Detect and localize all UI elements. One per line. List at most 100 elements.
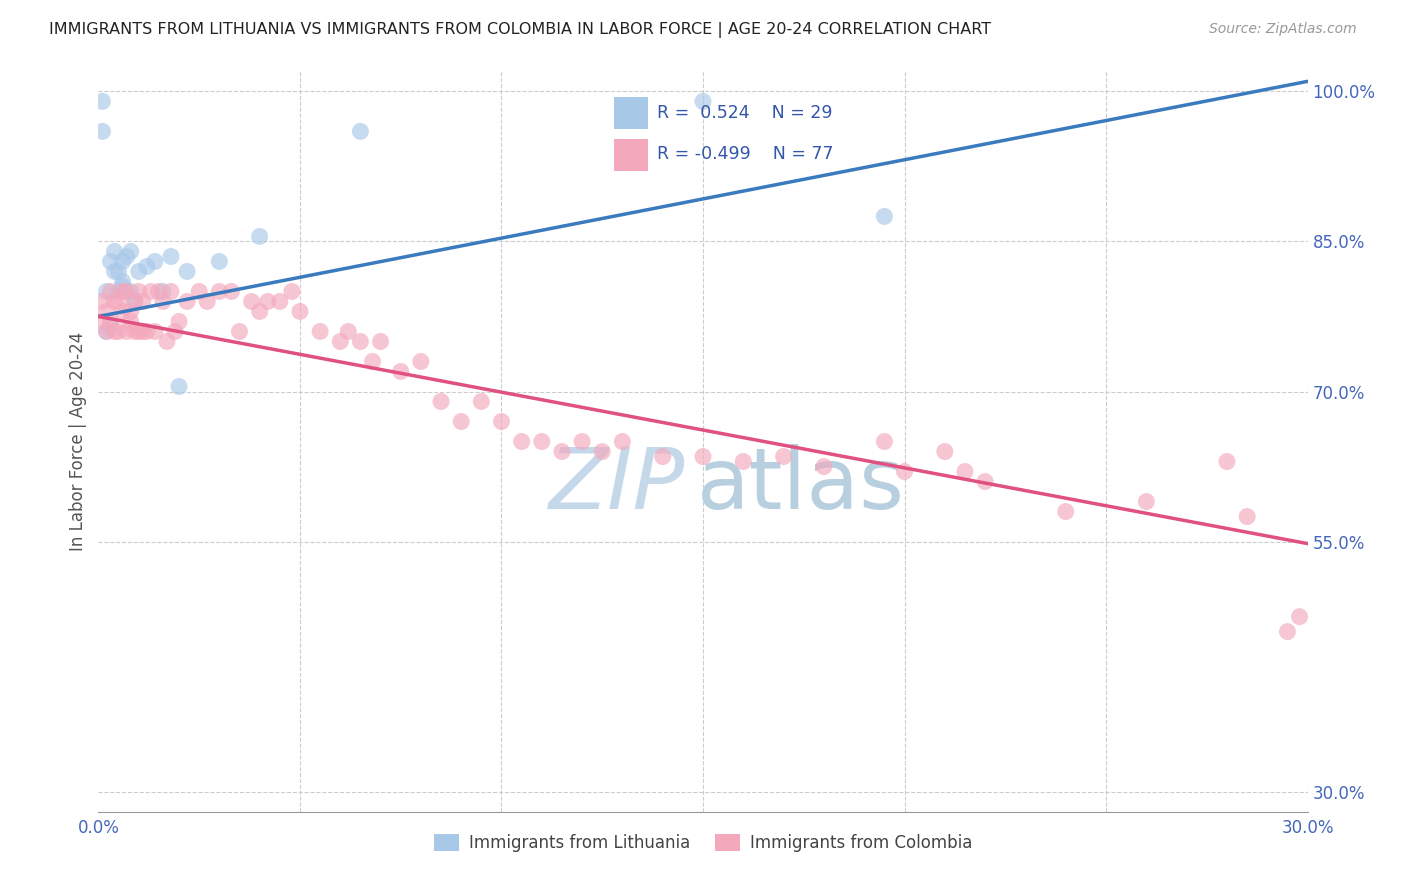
Point <box>692 95 714 109</box>
Point <box>208 285 231 299</box>
Point <box>167 314 190 328</box>
Point <box>1054 505 1077 519</box>
Point <box>111 304 134 318</box>
Point <box>1135 494 1157 508</box>
Point <box>103 325 125 339</box>
Point <box>281 285 304 299</box>
Point <box>128 325 150 339</box>
Point <box>389 364 412 378</box>
Legend: Immigrants from Lithuania, Immigrants from Colombia: Immigrants from Lithuania, Immigrants fr… <box>427 828 979 859</box>
Point <box>100 319 122 334</box>
Point <box>491 415 513 429</box>
Point <box>143 254 166 268</box>
Point <box>1277 624 1299 639</box>
Text: R = -0.499    N = 77: R = -0.499 N = 77 <box>657 145 834 163</box>
Point <box>124 294 146 309</box>
Point <box>132 294 155 309</box>
Point <box>873 210 896 224</box>
Point <box>571 434 593 449</box>
Point <box>148 285 170 299</box>
Point <box>228 325 250 339</box>
Point <box>120 304 142 318</box>
Point <box>1288 609 1310 624</box>
Point <box>143 325 166 339</box>
Point <box>176 294 198 309</box>
Point <box>96 325 118 339</box>
Point <box>107 294 129 309</box>
Point <box>240 294 263 309</box>
Point <box>100 314 122 328</box>
Point <box>139 285 162 299</box>
Point <box>772 450 794 464</box>
Point <box>612 434 634 449</box>
Point <box>974 475 997 489</box>
Point <box>120 285 142 299</box>
Point <box>111 275 134 289</box>
Point <box>156 334 179 349</box>
Point <box>124 325 146 339</box>
Point <box>1236 509 1258 524</box>
Point <box>551 444 574 458</box>
Point <box>91 124 114 138</box>
Point <box>430 394 453 409</box>
Point <box>249 304 271 318</box>
Point <box>135 260 157 274</box>
Point <box>96 325 118 339</box>
Point <box>103 294 125 309</box>
Point <box>124 294 146 309</box>
Point <box>256 294 278 309</box>
FancyBboxPatch shape <box>614 139 648 171</box>
Point <box>329 334 352 349</box>
Point <box>208 254 231 268</box>
Point <box>96 304 118 318</box>
Point <box>269 294 291 309</box>
Point <box>163 325 186 339</box>
Point <box>733 454 755 468</box>
Point <box>309 325 332 339</box>
Text: atlas: atlas <box>697 444 905 527</box>
Point <box>115 325 138 339</box>
Text: R =  0.524    N = 29: R = 0.524 N = 29 <box>657 104 832 122</box>
FancyBboxPatch shape <box>614 97 648 129</box>
Point <box>349 334 371 349</box>
Point <box>361 354 384 368</box>
Point <box>249 229 271 244</box>
Point <box>100 285 122 299</box>
Point <box>692 450 714 464</box>
Point <box>152 294 174 309</box>
Point <box>115 285 138 299</box>
Point <box>221 285 243 299</box>
Point <box>160 285 183 299</box>
Point <box>349 124 371 138</box>
Point <box>91 95 114 109</box>
Point <box>103 244 125 259</box>
Point <box>111 279 134 293</box>
Point <box>111 254 134 268</box>
Point <box>160 250 183 264</box>
Point <box>103 264 125 278</box>
Point <box>893 465 915 479</box>
Point <box>651 450 673 464</box>
Point <box>195 294 218 309</box>
Point <box>934 444 956 458</box>
Point <box>953 465 976 479</box>
Point <box>176 264 198 278</box>
Point <box>1216 454 1239 468</box>
Point <box>120 314 142 328</box>
Point <box>96 285 118 299</box>
Point <box>135 325 157 339</box>
Point <box>873 434 896 449</box>
Point <box>120 244 142 259</box>
Point <box>409 354 432 368</box>
Point <box>111 285 134 299</box>
Text: ZIP: ZIP <box>548 444 685 527</box>
Point <box>370 334 392 349</box>
Point <box>128 285 150 299</box>
Point <box>107 264 129 278</box>
Point <box>813 459 835 474</box>
Point <box>91 294 114 309</box>
Point <box>115 250 138 264</box>
Text: Source: ZipAtlas.com: Source: ZipAtlas.com <box>1209 22 1357 37</box>
Point <box>152 285 174 299</box>
Point <box>107 285 129 299</box>
